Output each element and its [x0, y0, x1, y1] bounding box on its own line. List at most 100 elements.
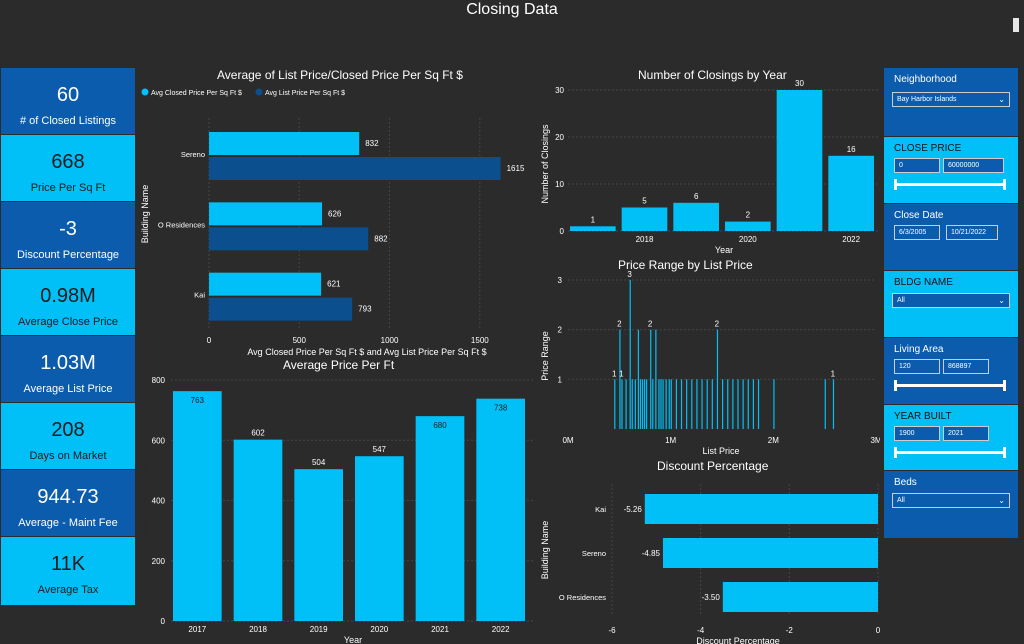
- slider-handle-max[interactable]: [1003, 447, 1006, 458]
- tick-label: 0: [560, 227, 565, 236]
- bldg-name-dropdown[interactable]: All ⌄: [892, 293, 1010, 308]
- bar: [629, 280, 631, 429]
- tick-label: 1M: [665, 436, 676, 445]
- living-area-min-input[interactable]: 120: [894, 359, 940, 374]
- data-label: 832: [365, 139, 379, 148]
- data-label: 738: [494, 404, 508, 413]
- chevron-down-icon: ⌄: [998, 496, 1005, 505]
- tick-label: 800: [152, 376, 166, 385]
- tick-label: 3M: [870, 436, 880, 445]
- bar: [668, 379, 670, 429]
- chevron-down-icon: ⌄: [998, 296, 1005, 305]
- year-built-max-input[interactable]: 2021: [943, 426, 989, 441]
- tick-label: -2: [786, 626, 794, 635]
- bar: [614, 379, 616, 429]
- chart-average-price-per-ft: Average Price Per Ft 0 200 400 600 800 763 201…: [137, 356, 537, 644]
- close-price-slider[interactable]: [894, 179, 1006, 190]
- living-area-slider[interactable]: [894, 380, 1006, 391]
- data-label: 1: [619, 369, 624, 378]
- bar: [701, 379, 703, 429]
- data-label: 2: [617, 320, 622, 329]
- slider-handle-min[interactable]: [894, 447, 897, 458]
- data-label: 30: [795, 79, 804, 88]
- bar: [209, 272, 322, 296]
- chart-discount-percentage: Discount Percentage -6 -4 -2 0 -5.26 Kai -4.85…: [538, 458, 881, 644]
- bar: [233, 439, 283, 621]
- tick-label: 1: [558, 375, 563, 384]
- dropdown-value: All: [897, 497, 905, 504]
- chart-svg: 1 2 3 0M 1M 2M 3M 1 2 1 3 2 2 1 List Price Price Range: [540, 270, 882, 456]
- close-price-min-input[interactable]: 0: [894, 158, 940, 173]
- data-label: 1: [612, 369, 617, 378]
- bar: [294, 469, 343, 621]
- legend-marker: [255, 88, 263, 96]
- bar: [776, 90, 823, 231]
- legend-label: Avg Closed Price Per Sq Ft $: [151, 90, 242, 97]
- slicer-title: Beds: [894, 477, 917, 488]
- living-area-max-input[interactable]: 868897: [943, 359, 989, 374]
- neighborhood-dropdown[interactable]: Bay Harbor Islands ⌄: [892, 92, 1010, 107]
- slicer-year-built: YEAR BUILT 1900 2021: [884, 405, 1018, 470]
- tick-label: 2018: [249, 625, 267, 634]
- close-date-end-input[interactable]: 10/21/2022: [946, 225, 998, 240]
- bar: [639, 379, 642, 429]
- category-label: Sereno: [582, 549, 606, 558]
- tick-label: 2: [558, 326, 563, 335]
- slider-handle-min[interactable]: [894, 179, 897, 190]
- y-axis-label: Price Range: [540, 331, 550, 381]
- data-label: 1615: [507, 164, 525, 173]
- tick-label: 30: [555, 86, 564, 95]
- bar: [737, 379, 739, 429]
- data-label: 1: [831, 369, 836, 378]
- kpi-label: Average - Maint Fee: [18, 517, 118, 529]
- bar: [660, 379, 662, 429]
- scrollbar-thumb[interactable]: [1013, 18, 1019, 32]
- chart-svg: Avg Closed Price Per Sq Ft $ Avg List Pri…: [140, 88, 525, 357]
- bar: [752, 379, 754, 429]
- slider-handle-min[interactable]: [894, 380, 897, 391]
- slicer-title: Close Date: [894, 210, 944, 221]
- slicer-living-area: Living Area 120 868897: [884, 338, 1018, 404]
- page-title: Closing Data: [466, 1, 558, 18]
- bar: [662, 379, 664, 429]
- kpi-discount-percentage: -3 Discount Percentage: [1, 202, 135, 268]
- tick-label: 2017: [188, 625, 206, 634]
- data-label: 882: [374, 234, 388, 243]
- category-label: O Residences: [559, 593, 606, 602]
- bar: [747, 379, 749, 429]
- kpi-average-tax: 11K Average Tax: [1, 537, 135, 605]
- data-label: -5.26: [624, 505, 643, 514]
- year-built-min-input[interactable]: 1900: [894, 426, 940, 441]
- bar: [209, 227, 369, 251]
- kpi-value: 1.03M: [40, 352, 96, 374]
- bar: [742, 379, 744, 429]
- slicer-neighborhood: Neighborhood Bay Harbor Islands ⌄: [884, 68, 1018, 136]
- bar: [646, 379, 648, 429]
- kpi-days-on-market: 208 Days on Market: [1, 403, 135, 469]
- bar: [643, 379, 646, 429]
- close-date-start-input[interactable]: 6/3/2005: [894, 225, 940, 240]
- x-axis-label: List Price: [702, 446, 739, 456]
- kpi-value: 11K: [50, 553, 86, 575]
- tick-label: 10: [555, 180, 564, 189]
- category-label: Kai: [194, 291, 205, 300]
- tick-label: 400: [152, 497, 166, 506]
- slider-handle-max[interactable]: [1003, 179, 1006, 190]
- bar: [631, 379, 633, 429]
- kpi-label: Discount Percentage: [16, 249, 120, 261]
- bar: [675, 379, 677, 429]
- tick-label: 0: [161, 617, 166, 626]
- kpi-value: -3: [59, 218, 77, 240]
- kpi-label: Average Tax: [37, 584, 99, 596]
- bar: [680, 379, 683, 429]
- close-price-max-input[interactable]: 60000000: [943, 158, 1004, 173]
- tick-label: 2020: [370, 625, 388, 634]
- bar: [824, 379, 826, 429]
- kpi-label: Average List Price: [23, 383, 113, 395]
- slider-handle-max[interactable]: [1003, 380, 1006, 391]
- year-built-slider[interactable]: [894, 447, 1006, 458]
- chart-title: Discount Percentage: [657, 459, 769, 473]
- tick-label: 2020: [739, 235, 757, 244]
- bar: [634, 379, 636, 429]
- beds-dropdown[interactable]: All ⌄: [892, 493, 1010, 508]
